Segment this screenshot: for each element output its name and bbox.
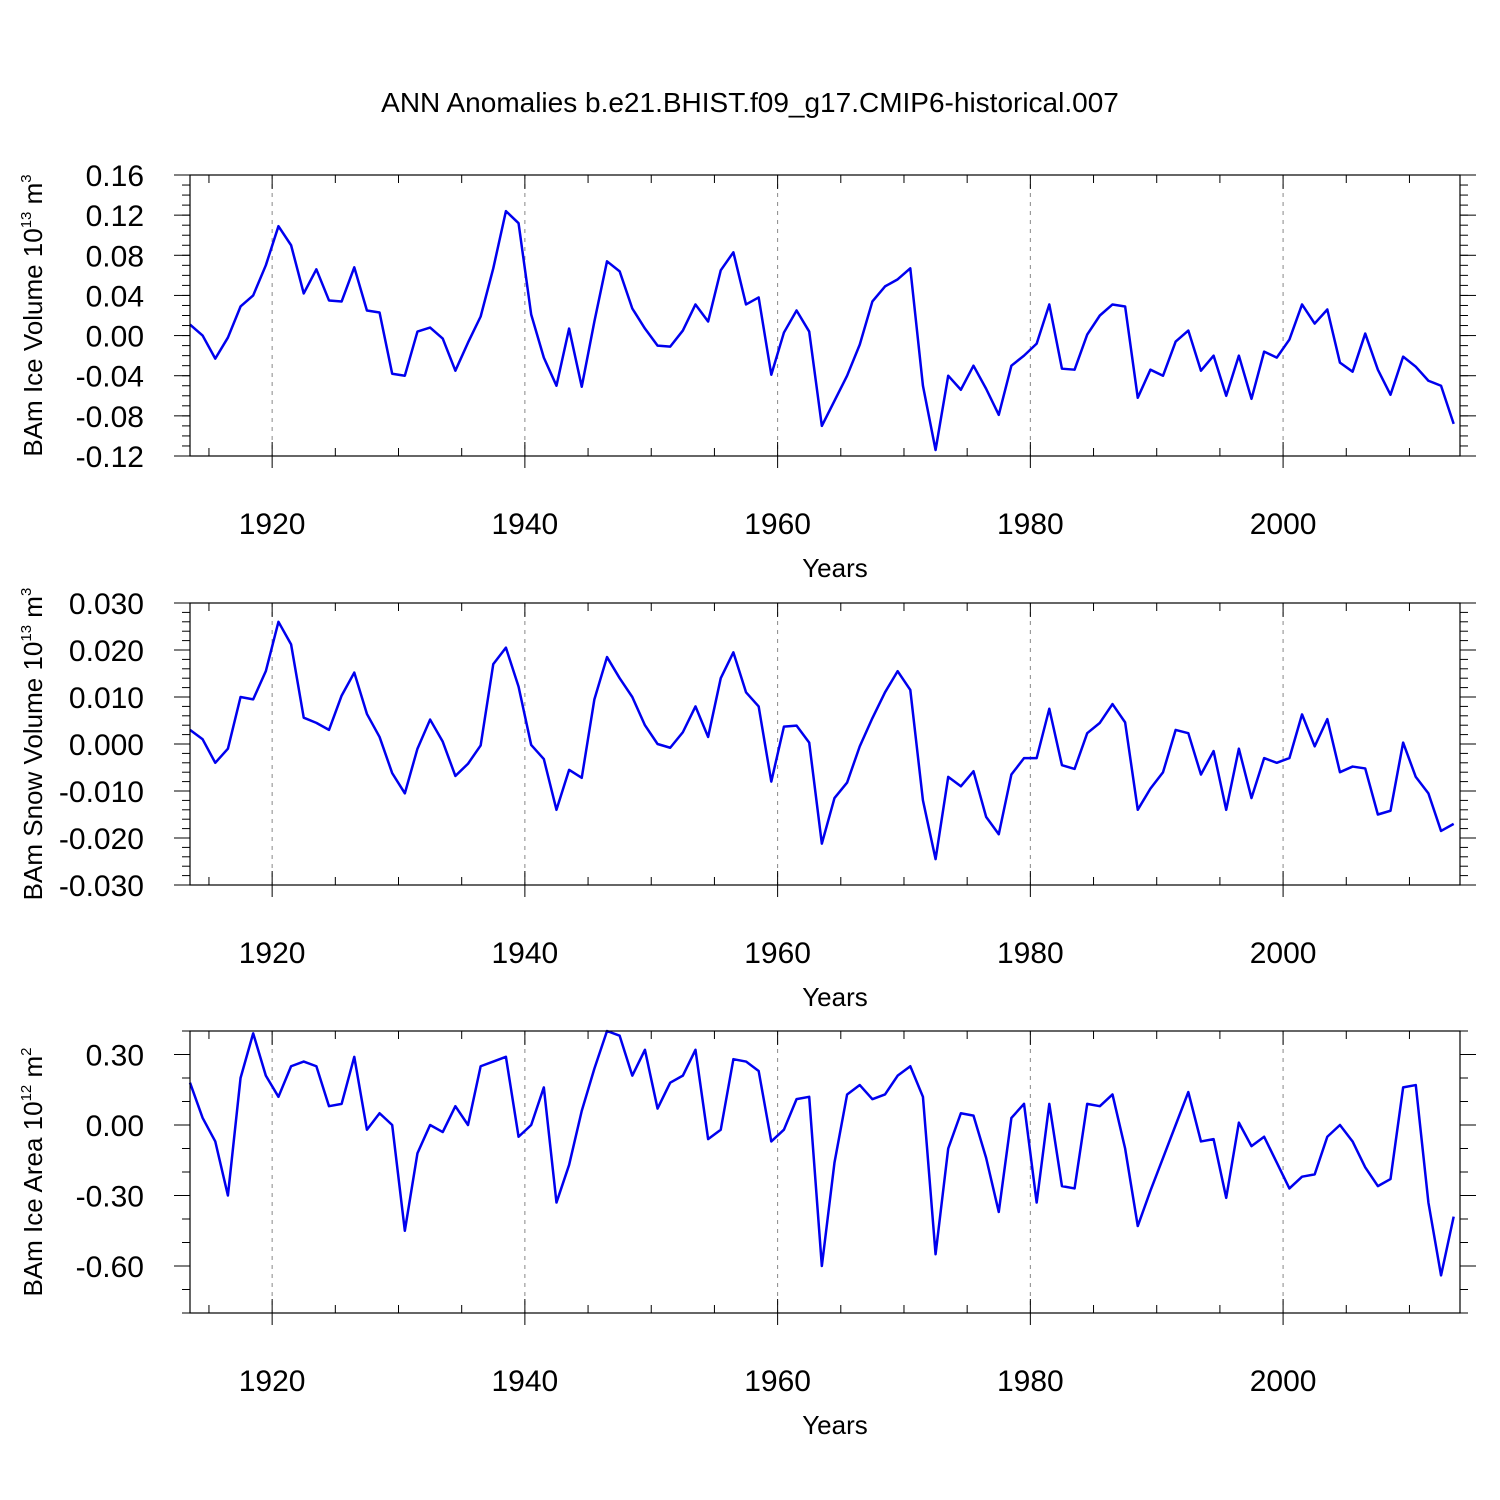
y-tick-label: 0.08 — [86, 240, 144, 273]
panel-2: -0.030 -0.020 -0.010 0.000 0.010 0.020 0.030 19… — [18, 588, 1476, 1012]
y-tick-label: 0.000 — [69, 729, 144, 762]
figure-title: ANN Anomalies b.e21.BHIST.f09_g17.CMIP6-… — [381, 87, 1119, 118]
plot-frame — [189, 174, 1461, 457]
series-line — [189, 620, 1455, 861]
panel-1: -0.12 -0.08 -0.04 0.00 0.04 0.08 0.12 0.16 1920 1… — [18, 160, 1476, 583]
y-tick-label: 0.30 — [86, 1040, 144, 1073]
y-axis-label-exponent: 13 — [18, 625, 35, 642]
x-tick-label: 1940 — [492, 508, 559, 541]
y-tick-label: -0.010 — [59, 776, 144, 809]
y-axis-label-exponent: 13 — [18, 212, 35, 229]
y-axis-label-main: BAm Ice Volume 10 — [18, 228, 48, 456]
y-tick-label: 0.030 — [69, 588, 144, 621]
x-tick-label: 1980 — [997, 1365, 1064, 1398]
y-axis-label-exponent: 12 — [18, 1085, 35, 1102]
y-axis-label-unit-exponent: 3 — [18, 174, 35, 182]
y-tick-label: 0.00 — [86, 321, 144, 354]
x-tick-label: 1960 — [744, 508, 811, 541]
x-tick-label: 1940 — [492, 1365, 559, 1398]
y-tick-label: 0.00 — [86, 1110, 144, 1143]
y-tick-label: -0.020 — [59, 823, 144, 856]
y-axis-label-unit: m — [18, 1056, 48, 1085]
y-axis-label: BAm Ice Area 1012 m2 — [18, 1047, 48, 1296]
y-axis-label-unit-exponent: 2 — [18, 1047, 35, 1055]
x-tick-label: 2000 — [1250, 1365, 1317, 1398]
panels: -0.12 -0.08 -0.04 0.00 0.04 0.08 0.12 0.16 1920 1… — [18, 160, 1476, 1440]
x-tick-label: 1960 — [744, 1365, 811, 1398]
y-axis-label-unit: m — [18, 183, 48, 212]
y-tick-label: -0.30 — [76, 1181, 144, 1214]
y-tick-label: 0.010 — [69, 682, 144, 715]
y-axis-label: BAm Snow Volume 1013 m3 — [18, 588, 48, 901]
y-tick-label: -0.04 — [76, 361, 144, 394]
x-tick-label: 2000 — [1250, 937, 1317, 970]
y-axis-label: BAm Ice Volume 1013 m3 — [18, 174, 48, 456]
x-axis-label: Years — [802, 1410, 868, 1440]
x-axis-label: Years — [802, 982, 868, 1012]
y-tick-label: -0.60 — [76, 1251, 144, 1284]
x-tick-label: 1980 — [997, 508, 1064, 541]
x-tick-label: 1960 — [744, 937, 811, 970]
y-tick-label: 0.020 — [69, 635, 144, 668]
x-tick-label: 2000 — [1250, 508, 1317, 541]
panel-3: -0.60 -0.30 0.00 0.30 1920 1940 1960 1980 2000 Ye… — [18, 1029, 1476, 1440]
y-tick-label: -0.12 — [76, 441, 144, 474]
y-axis-label-unit: m — [18, 596, 48, 625]
series-line — [188, 1029, 1455, 1277]
plot-frame — [189, 1030, 1461, 1314]
y-axis-label-main: BAm Ice Area 10 — [18, 1101, 48, 1296]
y-axis-label-unit-exponent: 3 — [18, 588, 35, 596]
x-tick-label: 1980 — [997, 937, 1064, 970]
y-tick-label: 0.16 — [86, 160, 144, 193]
x-tick-label: 1940 — [492, 937, 559, 970]
y-tick-label: 0.12 — [86, 200, 144, 233]
x-axis-label: Years — [802, 553, 868, 583]
x-tick-label: 1920 — [239, 937, 306, 970]
y-tick-label: 0.04 — [86, 280, 144, 313]
y-tick-label: -0.08 — [76, 401, 144, 434]
series-line — [189, 209, 1455, 452]
x-tick-label: 1920 — [239, 1365, 306, 1398]
y-axis-label-main: BAm Snow Volume 10 — [18, 642, 48, 901]
x-tick-label: 1920 — [239, 508, 306, 541]
plot-frame — [189, 602, 1461, 886]
y-tick-label: -0.030 — [59, 870, 144, 903]
